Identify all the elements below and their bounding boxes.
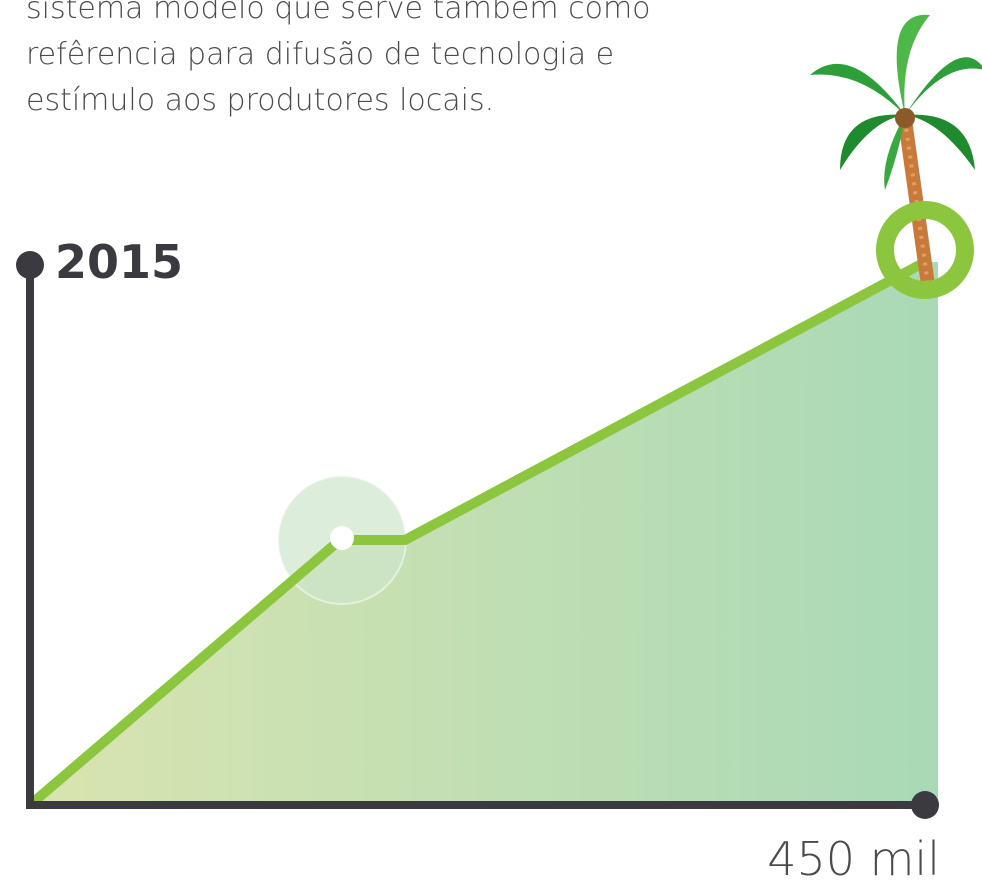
intro-line: estímulo aos produtores locais.: [26, 83, 494, 118]
axis-label: 450 mil: [767, 832, 940, 882]
axis-dot: [911, 791, 939, 819]
growth-area: [30, 262, 938, 805]
year-label: 2015: [55, 235, 183, 289]
page: sistema modelo que serve também como ref…: [0, 0, 982, 882]
axis-dot: [16, 251, 44, 279]
intro-line: sistema modelo que serve também como: [26, 0, 651, 26]
infographic: sistema modelo que serve também como ref…: [0, 0, 982, 882]
intro-line: refêrencia para difusão de tecnologia e: [26, 37, 614, 72]
point-marker: [330, 526, 354, 550]
